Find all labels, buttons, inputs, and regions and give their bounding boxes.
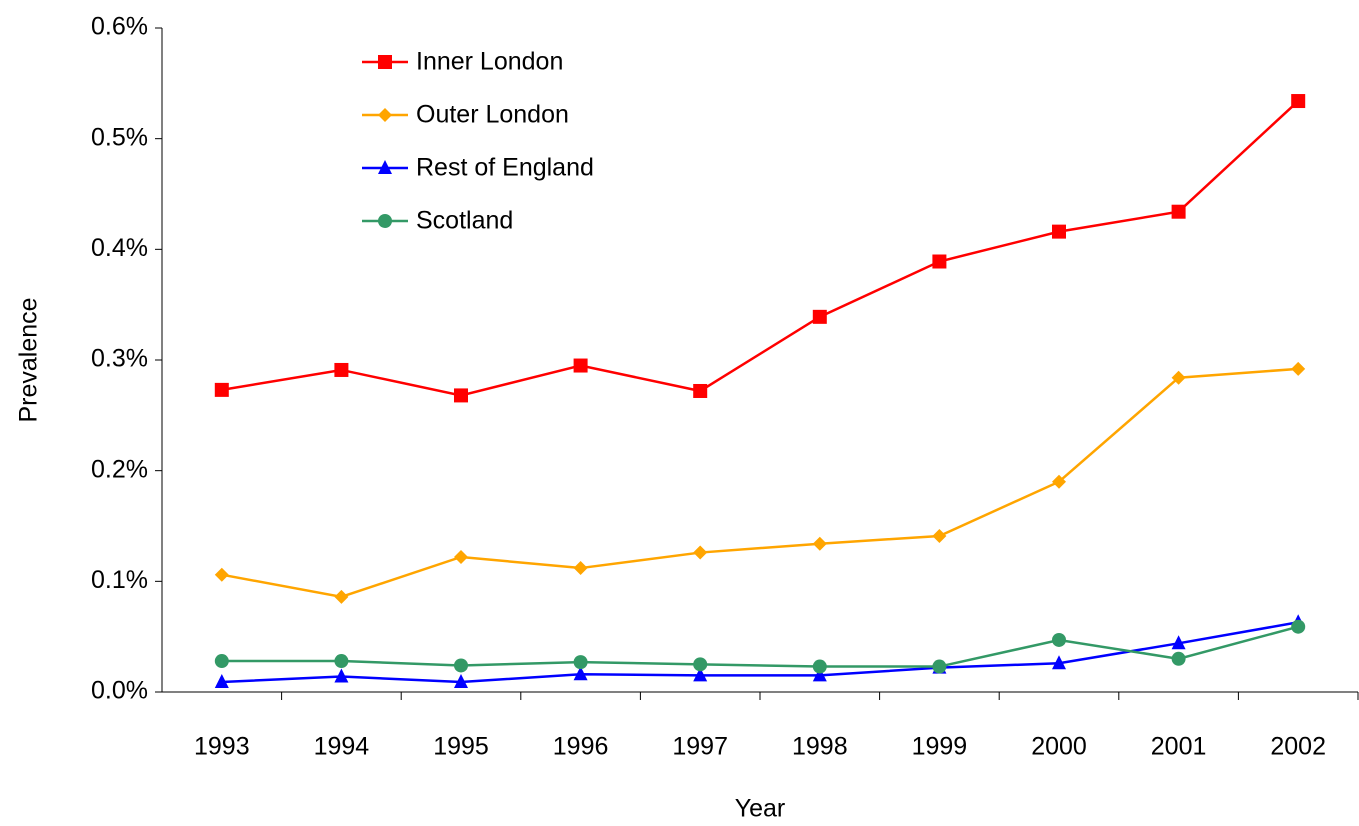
marker xyxy=(378,214,392,228)
series-line xyxy=(221,100,1300,397)
marker xyxy=(693,545,708,560)
marker xyxy=(1052,655,1066,670)
marker xyxy=(573,358,588,373)
marker xyxy=(454,388,468,403)
marker xyxy=(812,536,827,551)
series-line xyxy=(221,367,1299,599)
marker xyxy=(214,654,229,669)
marker xyxy=(214,567,229,582)
y-tick-label: 0.6% xyxy=(91,13,148,41)
series-line xyxy=(221,625,1299,668)
x-tick-label: 1993 xyxy=(194,733,250,761)
marker xyxy=(454,549,468,564)
marker xyxy=(573,655,588,670)
x-tick-label: 1994 xyxy=(314,733,370,761)
x-tick-label: 1997 xyxy=(672,733,728,761)
x-tick-label: 1998 xyxy=(792,733,848,761)
legend-label: Rest of England xyxy=(416,154,594,182)
marker xyxy=(1291,619,1306,634)
marker xyxy=(454,658,468,673)
series-line xyxy=(221,621,1299,684)
marker xyxy=(1052,632,1066,647)
marker xyxy=(334,589,349,604)
marker xyxy=(693,667,708,682)
legend-label: Inner London xyxy=(416,48,563,76)
y-tick-label: 0.1% xyxy=(91,566,148,594)
marker xyxy=(1052,224,1066,239)
marker xyxy=(1291,361,1306,376)
legend-label: Scotland xyxy=(416,207,513,235)
marker xyxy=(1171,370,1186,385)
marker xyxy=(1291,94,1306,109)
x-tick-label: 2000 xyxy=(1031,733,1087,761)
y-axis-title: Prevalence xyxy=(15,297,43,422)
marker xyxy=(812,667,827,682)
marker xyxy=(334,362,349,377)
x-tick-label: 2001 xyxy=(1151,733,1207,761)
marker xyxy=(214,382,229,397)
y-tick-label: 0.5% xyxy=(91,123,148,151)
marker xyxy=(378,108,392,122)
marker xyxy=(932,254,947,269)
y-tick-label: 0.3% xyxy=(91,345,148,373)
y-tick-label: 0.0% xyxy=(91,677,148,705)
marker xyxy=(334,668,349,683)
marker xyxy=(378,55,392,69)
marker xyxy=(1171,651,1186,666)
marker xyxy=(693,383,708,398)
marker xyxy=(693,657,708,672)
x-tick-label: 1995 xyxy=(433,733,489,761)
marker xyxy=(378,160,392,174)
x-tick-label: 1999 xyxy=(912,733,968,761)
marker xyxy=(1052,474,1066,489)
legend-label: Outer London xyxy=(416,101,569,129)
y-tick-label: 0.4% xyxy=(91,234,148,262)
marker xyxy=(214,674,229,689)
x-axis-title: Year xyxy=(735,795,786,823)
marker xyxy=(334,654,349,669)
y-tick-label: 0.2% xyxy=(91,455,148,483)
marker xyxy=(1171,204,1186,219)
x-tick-label: 2002 xyxy=(1270,733,1326,761)
marker xyxy=(573,666,588,681)
marker xyxy=(812,309,827,324)
x-tick-label: 1996 xyxy=(553,733,609,761)
marker xyxy=(932,528,947,543)
marker xyxy=(812,659,827,674)
marker xyxy=(1171,635,1186,650)
marker xyxy=(932,659,947,674)
marker xyxy=(454,674,468,689)
marker xyxy=(573,561,588,576)
